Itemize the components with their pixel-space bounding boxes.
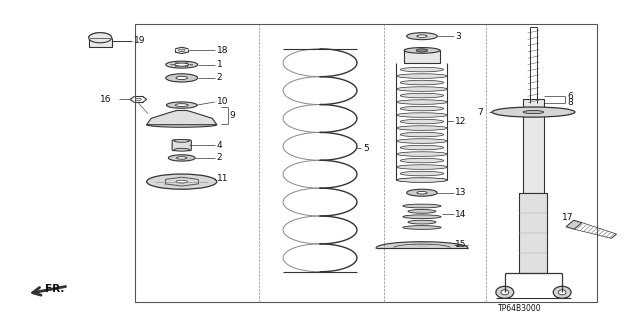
Text: 4: 4: [217, 141, 222, 150]
Ellipse shape: [404, 48, 440, 53]
Text: 1: 1: [217, 60, 223, 69]
Text: 12: 12: [455, 117, 467, 126]
Ellipse shape: [179, 49, 185, 52]
Ellipse shape: [400, 106, 444, 111]
Ellipse shape: [403, 226, 441, 229]
Ellipse shape: [406, 189, 437, 196]
Ellipse shape: [400, 132, 444, 137]
Polygon shape: [566, 220, 582, 229]
Ellipse shape: [396, 74, 447, 78]
Ellipse shape: [396, 152, 447, 156]
Ellipse shape: [408, 220, 436, 224]
Text: 2: 2: [217, 153, 222, 162]
Ellipse shape: [136, 98, 141, 100]
Ellipse shape: [89, 33, 111, 43]
FancyBboxPatch shape: [89, 38, 111, 47]
Ellipse shape: [408, 210, 436, 213]
Ellipse shape: [175, 66, 179, 67]
Text: 9: 9: [230, 111, 236, 120]
Ellipse shape: [396, 178, 447, 182]
Polygon shape: [147, 110, 217, 125]
Ellipse shape: [174, 148, 189, 151]
Ellipse shape: [174, 139, 189, 142]
Text: 19: 19: [134, 36, 145, 45]
Ellipse shape: [400, 119, 444, 124]
Ellipse shape: [396, 139, 447, 143]
Ellipse shape: [417, 191, 427, 194]
Ellipse shape: [400, 171, 444, 176]
Ellipse shape: [175, 110, 188, 114]
Ellipse shape: [147, 174, 217, 189]
Text: 8: 8: [567, 98, 573, 107]
Ellipse shape: [416, 49, 428, 52]
Ellipse shape: [175, 104, 188, 107]
Ellipse shape: [189, 64, 193, 65]
Text: 2: 2: [217, 73, 222, 82]
FancyBboxPatch shape: [172, 140, 191, 151]
Ellipse shape: [417, 35, 427, 37]
Text: 6: 6: [567, 92, 573, 101]
Ellipse shape: [418, 243, 426, 245]
Ellipse shape: [558, 290, 566, 295]
Ellipse shape: [400, 93, 444, 98]
Ellipse shape: [406, 33, 437, 40]
Ellipse shape: [496, 286, 514, 298]
Ellipse shape: [396, 113, 447, 117]
Ellipse shape: [166, 102, 197, 108]
Ellipse shape: [176, 180, 188, 183]
Ellipse shape: [177, 157, 187, 159]
Ellipse shape: [175, 63, 189, 66]
Bar: [135, 24, 597, 302]
Text: 13: 13: [455, 188, 467, 197]
Ellipse shape: [553, 286, 571, 298]
Ellipse shape: [400, 67, 444, 72]
Text: 7: 7: [477, 108, 483, 116]
Text: 3: 3: [455, 32, 461, 41]
Text: 5: 5: [364, 144, 369, 153]
Ellipse shape: [168, 155, 195, 161]
Ellipse shape: [176, 76, 188, 79]
FancyBboxPatch shape: [404, 50, 440, 63]
Ellipse shape: [492, 107, 575, 117]
Ellipse shape: [400, 145, 444, 150]
Ellipse shape: [166, 74, 198, 82]
Text: 10: 10: [217, 97, 228, 107]
FancyBboxPatch shape: [520, 193, 547, 273]
Ellipse shape: [501, 290, 509, 295]
Ellipse shape: [147, 122, 217, 127]
Ellipse shape: [396, 100, 447, 104]
Ellipse shape: [403, 204, 441, 208]
Ellipse shape: [413, 242, 431, 247]
Text: 15: 15: [455, 241, 467, 249]
Ellipse shape: [396, 178, 447, 182]
Text: 16: 16: [99, 95, 111, 104]
Text: 18: 18: [217, 46, 228, 55]
Ellipse shape: [403, 215, 441, 219]
Ellipse shape: [396, 87, 447, 91]
Ellipse shape: [166, 61, 198, 68]
Text: 14: 14: [455, 210, 467, 219]
Ellipse shape: [400, 80, 444, 85]
Ellipse shape: [185, 66, 188, 67]
Ellipse shape: [171, 64, 173, 65]
Text: FR.: FR.: [45, 284, 64, 293]
Text: 17: 17: [562, 212, 573, 222]
Text: 11: 11: [217, 174, 228, 183]
FancyBboxPatch shape: [524, 100, 543, 193]
Ellipse shape: [396, 165, 447, 169]
Ellipse shape: [400, 158, 444, 163]
Ellipse shape: [524, 110, 543, 114]
Text: TP64B3000: TP64B3000: [499, 304, 542, 313]
Ellipse shape: [396, 126, 447, 130]
